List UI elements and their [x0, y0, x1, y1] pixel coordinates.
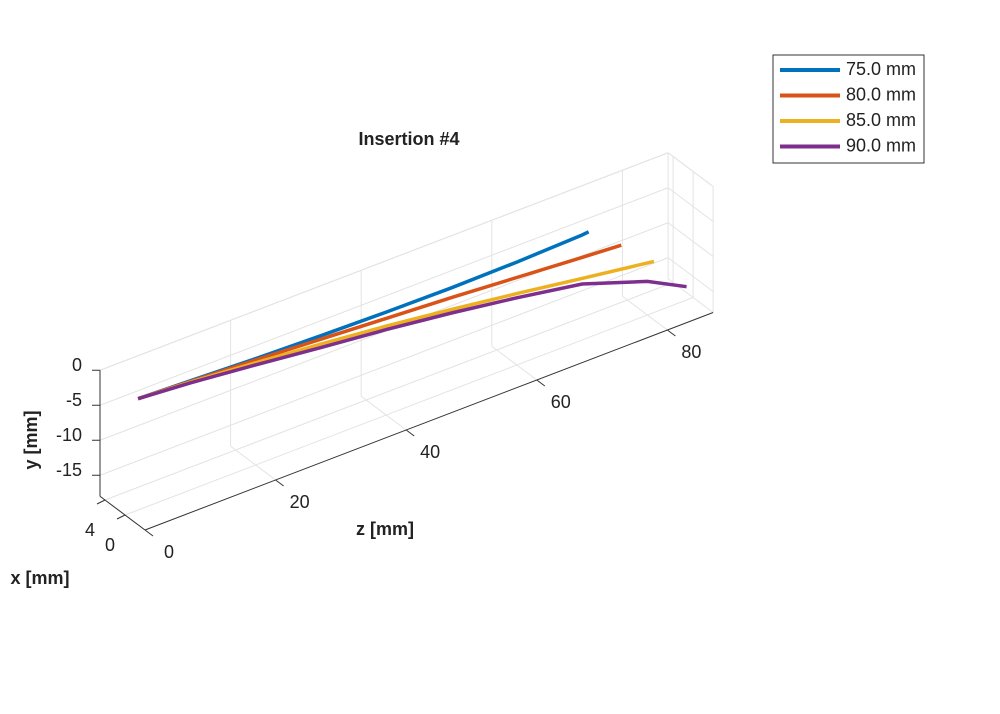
- chart-title: Insertion #4: [358, 129, 459, 149]
- box-edge: [667, 152, 714, 187]
- y-axis-label: y [mm]: [21, 410, 41, 469]
- z-tick-label: 80: [681, 342, 701, 362]
- grid-line: [124, 297, 694, 516]
- z-tick: [536, 379, 546, 387]
- x-axis: [99, 495, 146, 531]
- grid-line: [622, 295, 668, 331]
- x-tick-label: 4: [85, 520, 95, 540]
- grid-line: [667, 222, 714, 257]
- grid-line: [104, 282, 674, 501]
- z-tick: [144, 529, 154, 537]
- grid-line: [360, 395, 407, 431]
- z-tick-label: 20: [290, 492, 310, 512]
- legend-label: 85.0 mm: [846, 110, 916, 130]
- grid-line: [667, 187, 714, 222]
- grid-line: [99, 257, 669, 476]
- x-tick: [96, 499, 106, 505]
- z-tick: [275, 479, 284, 487]
- x-tick: [116, 514, 126, 520]
- x-tick-label: 0: [105, 535, 115, 555]
- grid-line: [230, 445, 276, 481]
- z-tick-label: 0: [164, 542, 174, 562]
- data-line: [137, 259, 655, 401]
- z-tick-label: 60: [551, 392, 571, 412]
- legend-label: 75.0 mm: [846, 59, 916, 79]
- grid-line: [667, 257, 714, 292]
- y-tick-label: -10: [56, 425, 82, 445]
- legend-label: 80.0 mm: [846, 84, 916, 104]
- legend-label: 90.0 mm: [846, 135, 916, 155]
- z-tick: [667, 329, 676, 337]
- y-tick-label: 0: [72, 355, 82, 375]
- z-axis-label: z [mm]: [356, 519, 414, 539]
- y-tick-label: -15: [56, 460, 82, 480]
- box-edge: [99, 152, 669, 371]
- z-tick-label: 40: [420, 442, 440, 462]
- data-line: [137, 279, 687, 401]
- y-tick-label: -5: [66, 390, 82, 410]
- grid-line: [99, 187, 669, 406]
- z-tick: [405, 429, 415, 437]
- data-line: [137, 230, 590, 401]
- grid-line: [491, 345, 538, 381]
- z-axis: [144, 312, 714, 531]
- x-axis-label: x [mm]: [10, 568, 69, 588]
